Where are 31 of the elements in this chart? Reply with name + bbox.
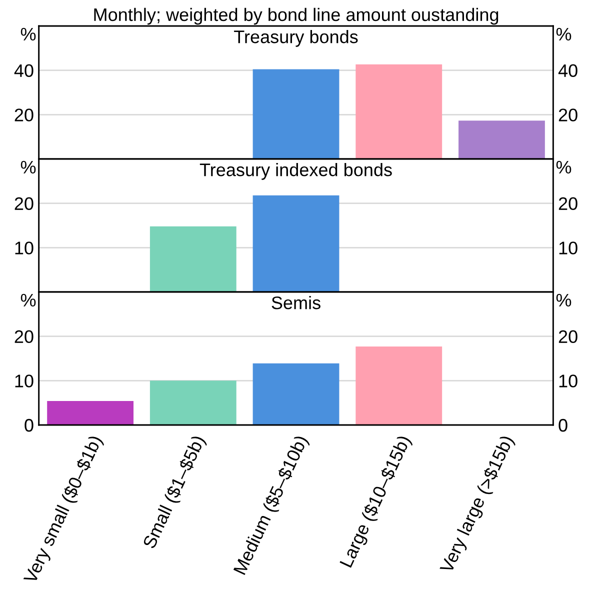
y-tick-label: 10	[15, 374, 34, 388]
chart-title: Treasury bonds	[234, 30, 358, 47]
bar	[47, 401, 134, 425]
y2-tick-label: 20	[558, 197, 578, 210]
y2-axis-title: %	[556, 294, 572, 307]
y2-axis-title: %	[556, 28, 572, 41]
y2-tick-label: 20	[558, 108, 578, 122]
chart-subtitle: Monthly; weighted by bond line amount oustanding	[94, 8, 498, 25]
y-axis-title: %	[20, 28, 36, 41]
chart-title: Treasury indexed bonds	[200, 162, 392, 180]
y2-tick-label: 10	[559, 242, 578, 254]
y2-axis-title: %	[556, 160, 572, 174]
y-tick-label: 40	[14, 64, 34, 78]
y2-tick-label: 10	[559, 374, 578, 388]
bar	[252, 69, 340, 159]
y-tick-label: 20	[14, 330, 34, 344]
bar	[356, 64, 442, 159]
y2-tick-label: 0	[558, 418, 568, 432]
bar	[252, 363, 340, 425]
y-tick-label: 0	[24, 418, 34, 432]
y-axis-title: %	[20, 294, 36, 307]
bar	[458, 120, 545, 159]
y-tick-label: 10	[15, 242, 34, 254]
y-tick-label: 20	[14, 197, 34, 210]
y-tick-label: 20	[14, 108, 34, 122]
y-axis-title: %	[20, 160, 36, 174]
bar	[150, 380, 236, 425]
y2-tick-label: 20	[558, 330, 578, 344]
chart-title: Semis	[272, 296, 320, 310]
y2-tick-label: 40	[558, 64, 578, 78]
bar	[356, 346, 442, 425]
